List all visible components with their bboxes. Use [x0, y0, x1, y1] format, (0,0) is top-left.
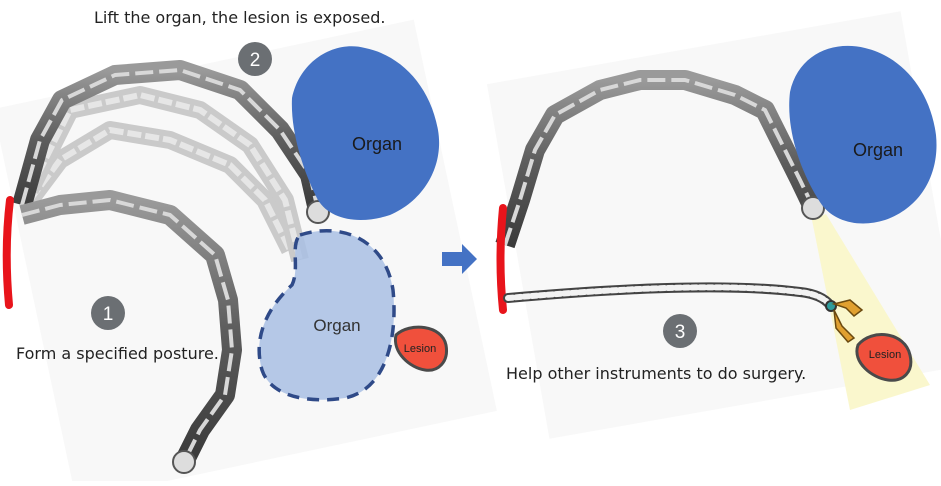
- lesion-left-label: Lesion: [404, 343, 436, 355]
- step-3-badge: 3: [663, 314, 697, 348]
- right-arm: [495, 70, 825, 249]
- caption-help-instruments: Help other instruments to do surgery.: [506, 364, 807, 383]
- caption-specified-posture: Form a specified posture.: [16, 344, 219, 363]
- tissue-wall-left: [2, 196, 14, 309]
- svg-text:1: 1: [103, 304, 114, 325]
- organ-original-shape: [257, 229, 396, 402]
- lesion-right-label: Lesion: [869, 349, 901, 361]
- organ-right-label: Organ: [853, 140, 903, 160]
- ghost-arm-posture: [21, 86, 309, 263]
- lesion-left-shape: [393, 325, 448, 372]
- right-panel: Organ Lesion 3: [486, 11, 941, 439]
- organ-right-shape: [789, 45, 937, 224]
- lower-arm-tip: [172, 450, 196, 474]
- left-panel: Organ Organ Lesion 1 2: [0, 19, 497, 486]
- gripper-jaw-upper: [831, 299, 864, 317]
- organ-lifted-shape: [291, 46, 440, 220]
- right-arm-tip: [801, 196, 825, 220]
- svg-text:3: 3: [675, 322, 686, 343]
- svg-text:2: 2: [250, 50, 261, 71]
- organ-lifted-label: Organ: [352, 134, 402, 154]
- instrument-joint: [825, 300, 837, 312]
- transition-arrow: [442, 244, 477, 274]
- surgical-instrument: [503, 282, 864, 343]
- gripper-jaw-lower: [833, 309, 856, 343]
- tissue-wall-right: [496, 204, 507, 314]
- organ-original-label: Organ: [313, 316, 360, 335]
- lower-arm: [19, 190, 242, 474]
- step-2-badge: 2: [238, 42, 272, 76]
- lesion-right-shape: [855, 333, 913, 382]
- step-1-badge: 1: [91, 296, 125, 330]
- caption-lift-organ: Lift the organ, the lesion is exposed.: [94, 8, 386, 27]
